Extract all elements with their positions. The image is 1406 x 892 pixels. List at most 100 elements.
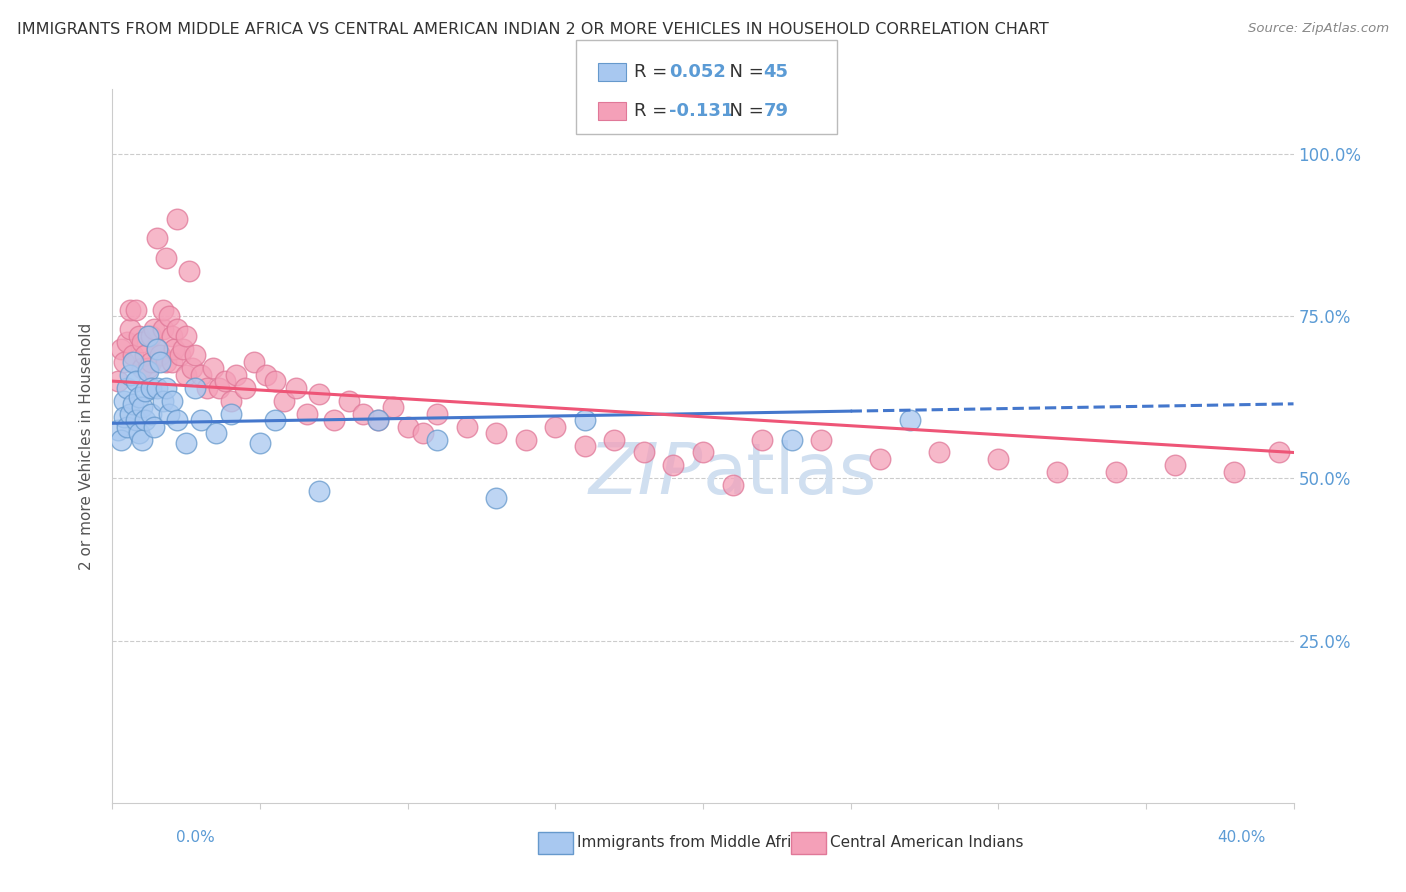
Point [898,413,921,427]
Point [136,361,159,376]
Text: 40.0%: 40.0% [1218,830,1265,845]
Point [131,335,153,350]
Point [219,393,242,408]
Point [117,381,138,395]
Point [122,397,145,411]
Point [125,302,148,317]
Point [157,310,180,324]
Point [131,361,153,376]
Text: IMMIGRANTS FROM MIDDLE AFRICA VS CENTRAL AMERICAN INDIAN 2 OR MORE VEHICLES IN H: IMMIGRANTS FROM MIDDLE AFRICA VS CENTRAL… [17,22,1049,37]
Point [367,413,389,427]
Point [136,328,159,343]
Point [323,413,346,427]
Point [1105,465,1128,479]
Text: R =: R = [634,102,673,120]
Point [160,393,183,408]
Point [721,478,744,492]
Point [163,342,186,356]
Point [1046,465,1069,479]
Point [662,458,685,473]
Point [155,354,177,368]
Point [179,264,201,278]
Point [297,407,319,421]
Point [146,342,169,356]
Point [125,374,148,388]
Point [810,433,832,447]
Point [146,381,169,395]
Y-axis label: 2 or more Vehicles in Household: 2 or more Vehicles in Household [79,322,94,570]
Point [208,381,231,395]
Point [928,445,950,459]
Point [149,354,172,368]
Point [120,322,142,336]
Point [382,400,405,414]
Point [152,322,174,336]
Point [131,433,153,447]
Point [166,413,188,427]
Point [411,425,433,440]
Point [780,433,803,447]
Point [308,484,330,499]
Point [1164,458,1187,473]
Point [128,425,150,440]
Point [574,439,596,453]
Point [149,348,172,362]
Text: N =: N = [718,62,770,80]
Point [157,407,180,421]
Point [273,393,295,408]
Point [485,491,508,505]
Point [751,433,773,447]
Point [396,419,419,434]
Text: R =: R = [634,62,673,80]
Point [134,413,156,427]
Point [139,381,162,395]
Text: Immigrants from Middle Africa: Immigrants from Middle Africa [578,836,810,850]
Point [160,328,183,343]
Text: 0.0%: 0.0% [176,830,215,845]
Text: Central American Indians: Central American Indians [830,836,1024,850]
Point [172,342,194,356]
Point [131,400,153,414]
Point [174,368,197,382]
Point [1268,445,1291,459]
Point [139,328,162,343]
Point [426,433,449,447]
Point [1223,465,1246,479]
Point [219,407,242,421]
Point [485,425,508,440]
Point [117,335,138,350]
Point [633,445,655,459]
Point [181,361,204,376]
Point [352,407,374,421]
Point [134,384,156,398]
Text: 0.052: 0.052 [669,62,725,80]
Point [225,368,247,382]
Point [139,407,162,421]
Point [166,211,188,226]
Point [142,419,165,434]
Point [120,302,142,317]
Point [142,322,165,336]
Point [146,231,169,245]
Point [169,348,191,362]
Text: 45: 45 [763,62,789,80]
Point [337,393,360,408]
Text: ZIP: ZIP [589,440,703,509]
Point [120,407,142,421]
Point [160,354,183,368]
Point [515,433,537,447]
Point [136,364,159,378]
Point [174,328,197,343]
Point [692,445,714,459]
Point [190,368,212,382]
Point [112,409,135,424]
Point [987,452,1010,467]
Text: Source: ZipAtlas.com: Source: ZipAtlas.com [1249,22,1389,36]
Point [264,413,287,427]
Point [120,368,142,382]
Point [367,413,389,427]
Point [152,393,174,408]
Point [155,251,177,265]
Point [426,407,449,421]
Point [152,302,174,317]
